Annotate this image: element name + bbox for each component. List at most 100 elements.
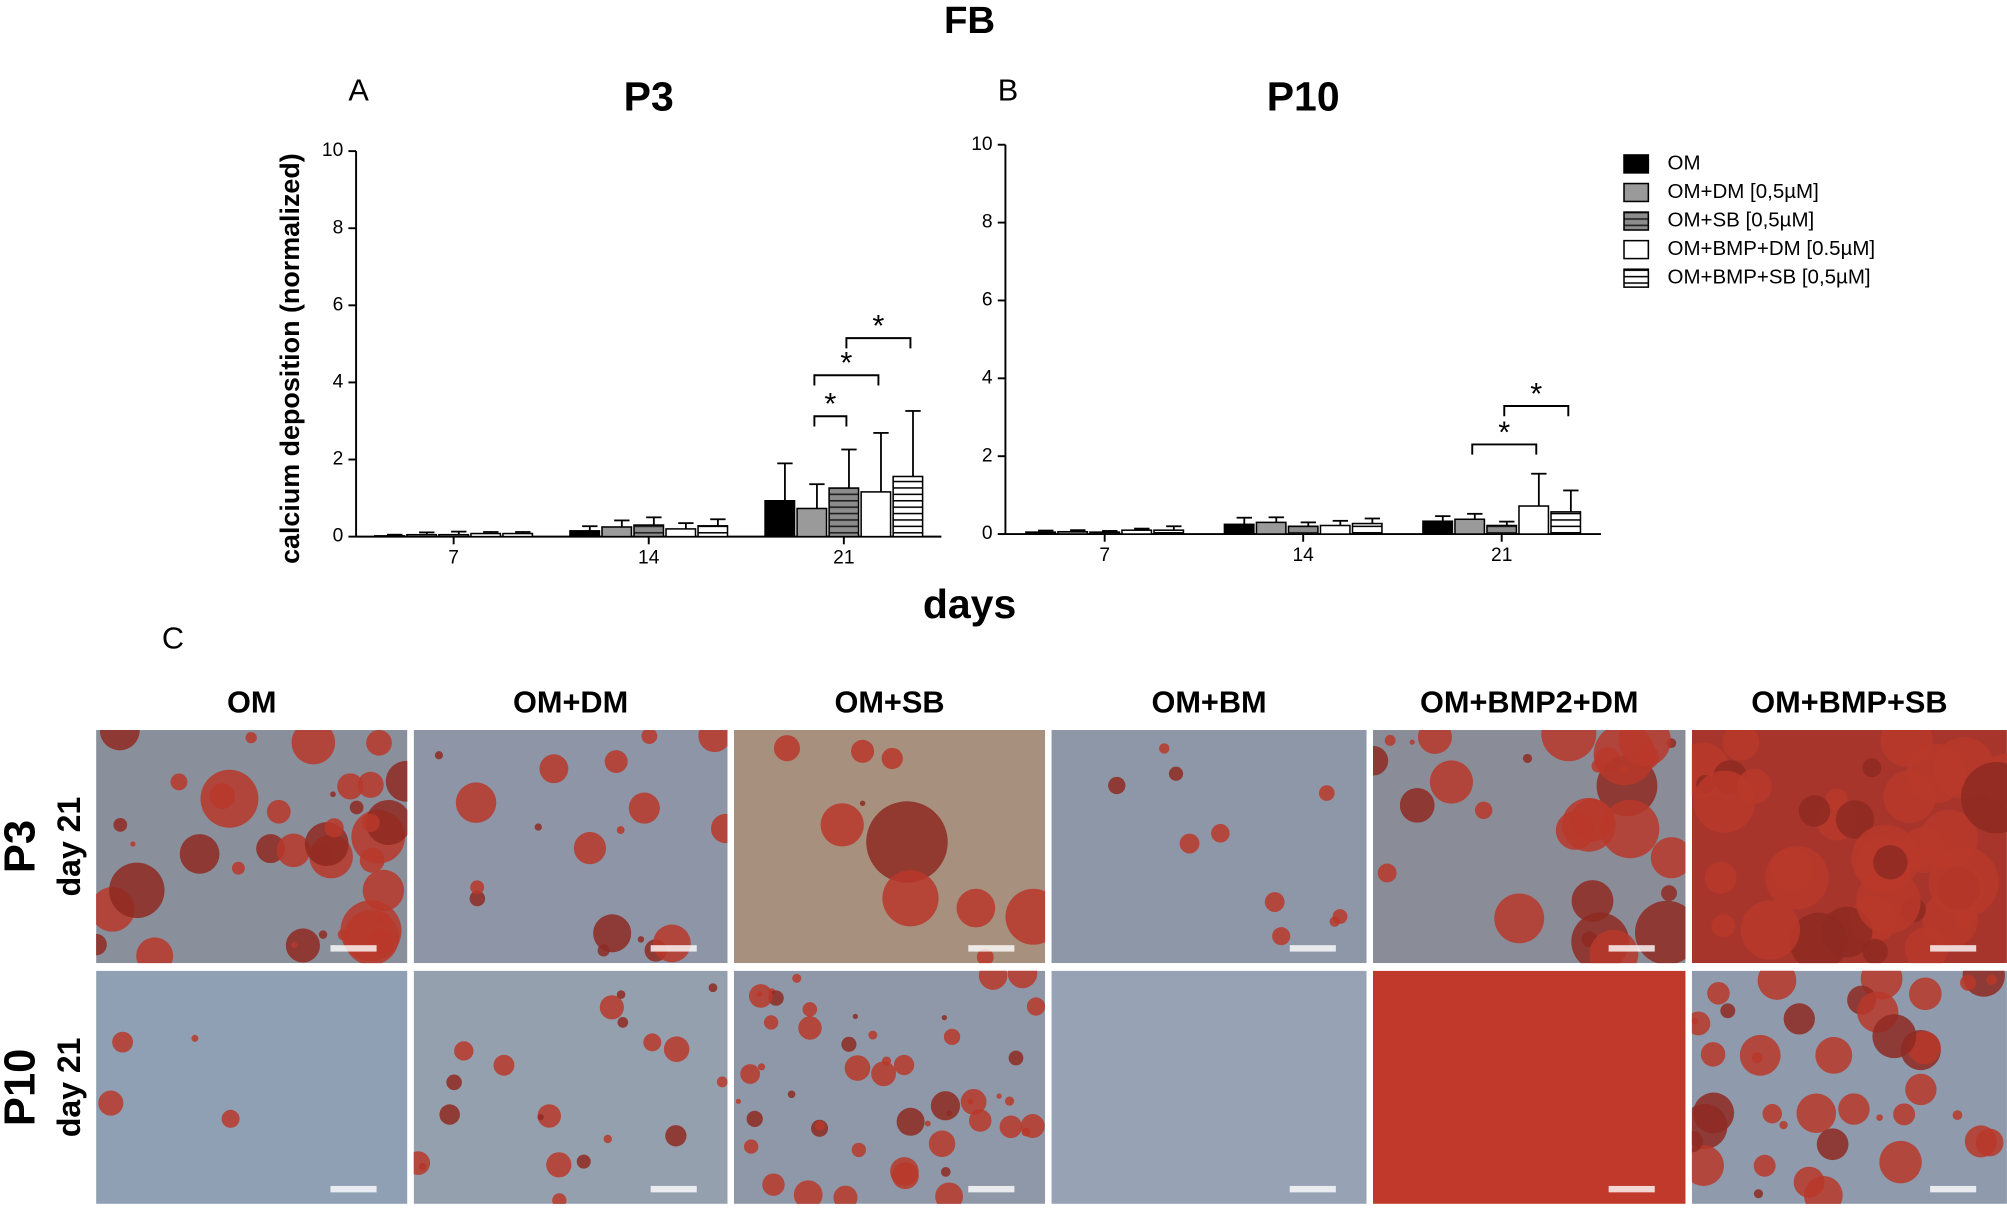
stain-blob [740,1064,761,1084]
stain-blob [1783,1003,1815,1035]
stain-blob [113,817,128,832]
bar [569,530,601,538]
y-tick-label: 0 [982,523,993,544]
stain-blob [881,1056,892,1066]
stain-blob [1964,1125,1997,1158]
stain-blob [285,928,320,963]
scale-bar [1608,945,1655,952]
bar [633,524,665,538]
stain-blob [1005,888,1046,945]
significance-star: * [1498,414,1510,449]
bar [1550,511,1582,535]
micrograph [1691,730,2007,964]
scale-bar [1930,945,1977,952]
stain-blob [359,847,385,873]
scale-bar [968,1185,1015,1193]
stain-blob [385,760,408,802]
stain-blob [798,1016,822,1040]
stain-blob [924,1120,931,1127]
stain-blob [1384,734,1396,746]
stain-blob [643,1033,662,1052]
legend-swatch [1623,182,1650,203]
micrograph-bg [1372,970,1686,1204]
stain-blob [576,1154,591,1169]
stain-blob [928,1130,956,1158]
stain-blob [1159,743,1170,754]
stain-blob [1020,1114,1045,1139]
stain-blob [787,1090,796,1099]
scale-bar [330,945,377,952]
stain-blob [413,1151,431,1175]
y-tick-label: 8 [982,212,993,233]
significance-bracket [1471,443,1538,455]
bar [1025,531,1057,535]
y-tick-label: 2 [982,445,993,466]
y-tick-label: 2 [333,449,344,470]
stain-blob [833,1185,858,1204]
stain-blob [1372,745,1389,776]
stain-blob [1862,938,1888,964]
stain-blob [616,990,626,999]
stain-blob [756,991,763,997]
scale-bar [1289,945,1336,952]
stain-blob [1409,739,1415,745]
stain-blob [851,739,875,763]
stain-blob [820,803,864,847]
stain-blob [956,888,996,928]
micrograph [1691,970,2007,1204]
stain-blob [960,1088,987,1115]
stain-blob [470,880,485,895]
x-tick-label: 7 [448,547,459,568]
stain-blob [1618,730,1671,767]
stain-blob [1960,974,1977,991]
stain-blob [1704,861,1737,894]
stain-blob [1650,837,1686,879]
y-tick-label: 10 [971,134,992,155]
stain-blob [1691,1011,1711,1036]
stain-blob [170,773,188,791]
significance-bracket [1503,405,1570,417]
significance-star: * [824,386,836,421]
stain-blob [616,826,625,834]
x-axis-label: days [923,581,1016,627]
stain-blob [851,1142,867,1158]
significance-bracket [813,374,880,386]
stain-blob [1600,799,1660,859]
stain-blob [1168,766,1184,781]
stain-blob [266,799,291,824]
stain-blob [455,782,497,823]
stain-blob [743,1139,759,1154]
stain-blob [641,730,658,744]
stain-blob [710,813,728,844]
stain-blob [1700,1042,1726,1067]
legend-label: OM+BMP+SB [0,5µM] [1668,266,1871,289]
stain-blob [1905,1073,1937,1106]
micrograph [413,730,728,964]
micrograph [733,970,1046,1204]
stain-blob [802,1002,818,1017]
stain-blob [996,1093,1002,1099]
stain-blob [1928,847,1999,918]
column-label: OM+BMP+SB [1751,685,1947,720]
legend-swatch [1623,239,1650,260]
stain-blob [112,1031,134,1053]
stain-blob [324,818,344,838]
micrograph-bg [733,970,1046,1204]
scale-bar [330,1185,377,1193]
stain-blob [1693,1092,1735,1134]
stain-blob [1838,1093,1870,1125]
legend-label: OM+BMP+DM [0.5µM] [1668,237,1876,260]
y-tick-label: 6 [333,294,344,315]
stain-blob [439,1104,460,1125]
stain-blob [1008,1050,1024,1066]
bar [1454,518,1486,535]
stain-blob [1591,759,1605,773]
stain-blob [943,1028,961,1046]
stain-blob [1318,785,1335,801]
stain-blob [1816,1128,1849,1161]
stain-blob [1779,1120,1788,1130]
stain-blob [209,783,236,809]
row-label: day 21 [51,1038,87,1138]
stain-blob [1753,1154,1776,1177]
bar [601,526,633,538]
